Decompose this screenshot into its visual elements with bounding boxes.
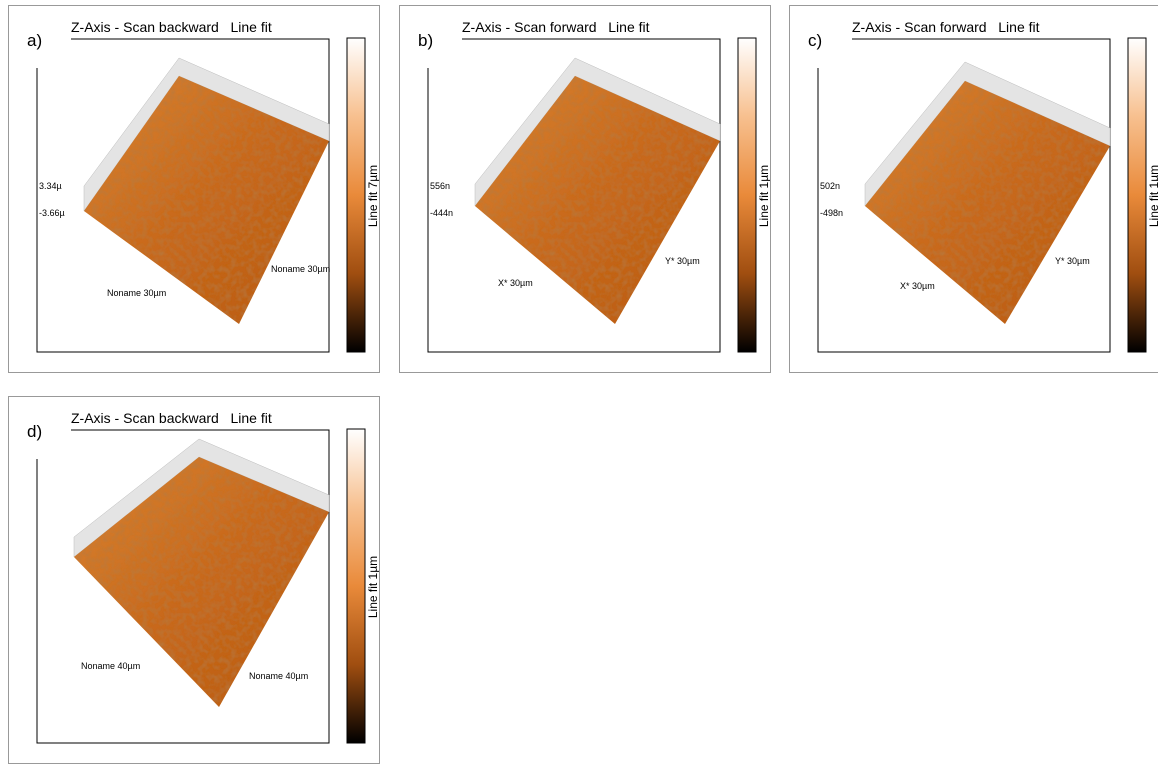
x-axis-label: X* 30µm	[498, 278, 533, 288]
colorbar	[1128, 38, 1146, 352]
x-axis-label: Noname 40µm	[81, 661, 140, 671]
y-axis-label: Noname 30µm	[271, 264, 330, 274]
z-max-label: 502n	[820, 181, 840, 191]
panel-label: b)	[418, 31, 433, 50]
colorbar	[347, 429, 365, 743]
colorbar	[347, 38, 365, 352]
colorbar-label: Line fit 1µm	[757, 165, 771, 227]
panel-label: c)	[808, 31, 822, 50]
figure: a) Z-Axis - Scan backward Line fit Line fi…	[0, 0, 1158, 765]
colorbar-label: Line fit 7µm	[366, 165, 380, 227]
panel-title: Z-Axis - Scan forward Line fit	[462, 19, 650, 35]
panel-title: Z-Axis - Scan backward Line fit	[71, 410, 272, 426]
panel-label: a)	[27, 31, 42, 50]
colorbar-label: Line fit 1µm	[1147, 165, 1158, 227]
x-axis-label: X* 30µm	[900, 281, 935, 291]
y-axis-label: Y* 30µm	[1055, 256, 1090, 266]
y-axis-label: Noname 40µm	[249, 671, 308, 681]
z-max-label: 556n	[430, 181, 450, 191]
afm-panel: c) Z-Axis - Scan forward Line fit Line fit…	[789, 5, 1158, 373]
panel-canvas: a) Z-Axis - Scan backward Line fit Line fi…	[9, 6, 380, 373]
colorbar	[738, 38, 756, 352]
z-min-label: -3.66µ	[39, 208, 65, 218]
afm-panel: d) Z-Axis - Scan backward Line fit Line fi…	[8, 396, 380, 764]
z-min-label: -444n	[430, 208, 453, 218]
z-min-label: -498n	[820, 208, 843, 218]
afm-panel: a) Z-Axis - Scan backward Line fit Line fi…	[8, 5, 380, 373]
z-max-label: 3.34µ	[39, 181, 62, 191]
panel-title: Z-Axis - Scan forward Line fit	[852, 19, 1040, 35]
panel-canvas: d) Z-Axis - Scan backward Line fit Line fi…	[9, 397, 380, 764]
panel-title: Z-Axis - Scan backward Line fit	[71, 19, 272, 35]
panel-canvas: b) Z-Axis - Scan forward Line fit Line fit…	[400, 6, 771, 373]
panel-canvas: c) Z-Axis - Scan forward Line fit Line fit…	[790, 6, 1158, 373]
afm-panel: b) Z-Axis - Scan forward Line fit Line fit…	[399, 5, 771, 373]
y-axis-label: Y* 30µm	[665, 256, 700, 266]
colorbar-label: Line fit 1µm	[366, 556, 380, 618]
x-axis-label: Noname 30µm	[107, 288, 166, 298]
panel-label: d)	[27, 422, 42, 441]
